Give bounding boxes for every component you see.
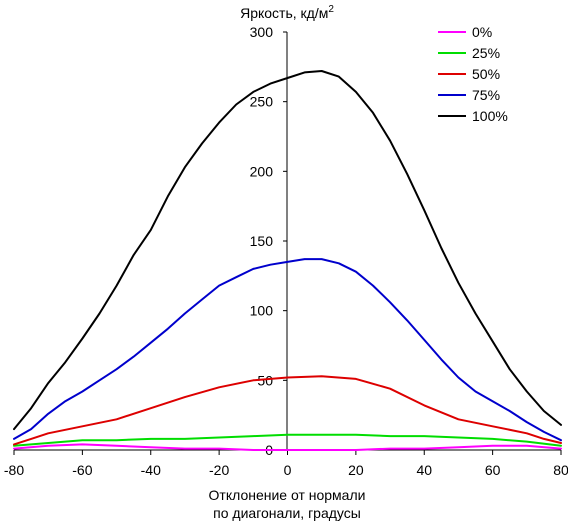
series-line-75pct: [13, 258, 562, 442]
y-axis-title-superscript: 2: [328, 4, 334, 15]
x-axis-title-line1: Отклонение от нормали: [209, 487, 366, 503]
x-tick-label: 20: [348, 462, 364, 478]
x-tick-label: -60: [72, 462, 92, 478]
legend-label: 25%: [472, 45, 500, 61]
y-tick-label: 200: [250, 163, 274, 179]
legend-label: 75%: [472, 87, 500, 103]
x-tick-label: 60: [485, 462, 501, 478]
x-tick-label: 0: [284, 462, 292, 478]
y-tick-label: 50: [257, 372, 273, 388]
legend-label: 0%: [472, 24, 492, 40]
series-line-100pct: [13, 70, 562, 431]
y-tick-label: 150: [250, 233, 274, 249]
legend-label: 50%: [472, 66, 500, 82]
x-tick-label: -40: [141, 462, 161, 478]
y-axis-title: Яркость, кд/м2: [240, 4, 334, 21]
series-line-0pct: [13, 443, 562, 451]
legend-label: 100%: [472, 108, 508, 124]
x-tick-label: -80: [4, 462, 24, 478]
x-tick-label: 40: [416, 462, 432, 478]
series-line-50pct: [13, 375, 562, 446]
legend: 0% 25% 50% 75% 100%: [438, 24, 508, 124]
series-lines: [13, 70, 562, 451]
x-tick-labels: -80 -60 -40 -20 0 20 40 60 80: [4, 462, 568, 478]
series-line-25pct: [13, 433, 562, 447]
y-tick-label: 300: [250, 24, 274, 40]
x-tick-label: -20: [209, 462, 229, 478]
x-axis-title-line2: по диагонали, градусы: [213, 505, 361, 521]
y-tick-label: 250: [250, 94, 274, 110]
y-tick-label: 100: [250, 303, 274, 319]
x-tick-label: 80: [553, 462, 568, 478]
